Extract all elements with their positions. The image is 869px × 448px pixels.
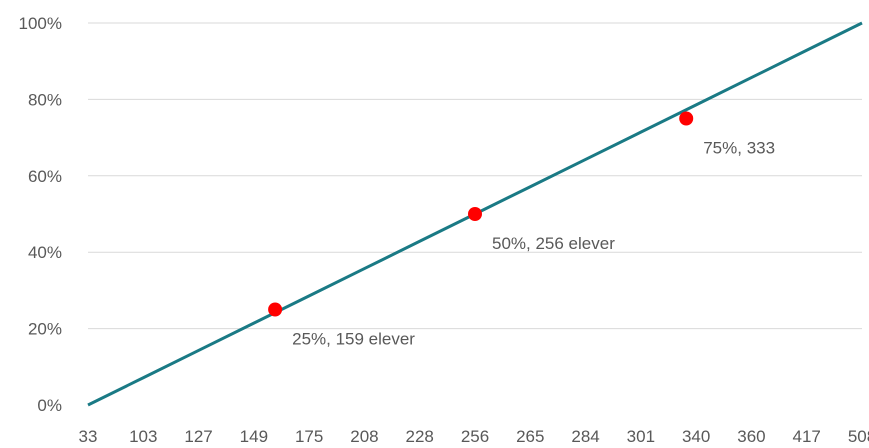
x-tick-label: 284 [571, 427, 599, 446]
x-tick-label: 360 [737, 427, 765, 446]
y-tick-label: 40% [28, 243, 62, 262]
x-tick-label: 508 [848, 427, 869, 446]
y-tick-label: 80% [28, 90, 62, 109]
y-tick-label: 0% [37, 396, 62, 415]
y-tick-label: 100% [19, 14, 62, 33]
x-tick-label: 149 [240, 427, 268, 446]
x-tick-label: 301 [627, 427, 655, 446]
x-tick-label: 175 [295, 427, 323, 446]
highlight-point [679, 111, 694, 126]
x-tick-label: 103 [129, 427, 157, 446]
highlight-markers [268, 111, 694, 317]
highlight-point [268, 302, 283, 317]
data-label: 50%, 256 elever [492, 234, 615, 253]
x-tick-label: 208 [350, 427, 378, 446]
annotations: 25%, 159 elever 50%, 256 elever 75%, 333 [292, 139, 775, 349]
data-label: 75%, 333 [703, 139, 775, 158]
x-tick-label: 228 [406, 427, 434, 446]
highlight-point [468, 207, 482, 221]
y-tick-label: 20% [28, 320, 62, 339]
data-label: 25%, 159 elever [292, 330, 415, 349]
x-tick-label: 127 [184, 427, 212, 446]
x-tick-label: 33 [79, 427, 98, 446]
x-tick-label: 265 [516, 427, 544, 446]
x-tick-label: 417 [793, 427, 821, 446]
gridlines [88, 22, 862, 330]
y-axis-ticks: 0% 20% 40% 60% 80% 100% [19, 14, 62, 415]
y-tick-label: 60% [28, 167, 62, 186]
x-tick-label: 340 [682, 427, 710, 446]
x-axis-ticks: 33 103 127 149 175 208 228 256 265 284 301 340 360 41… [79, 427, 869, 446]
x-tick-label: 256 [461, 427, 489, 446]
